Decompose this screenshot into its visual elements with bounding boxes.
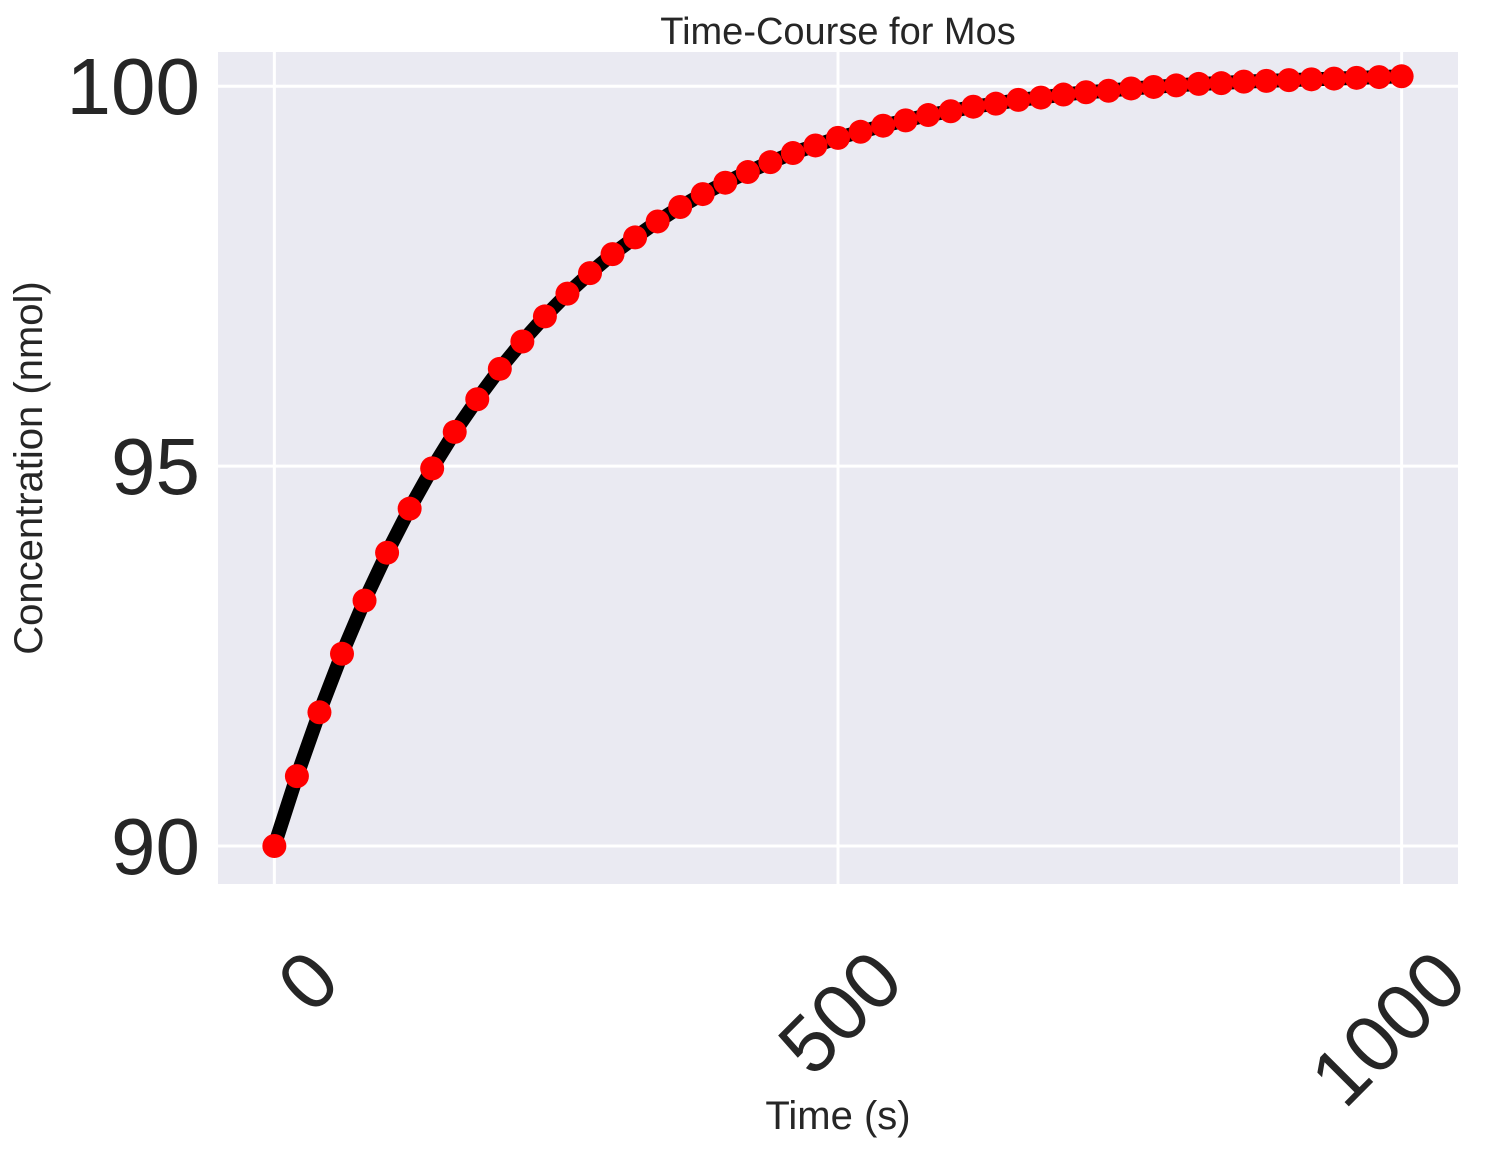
data-point: [803, 133, 828, 158]
data-point: [1096, 78, 1121, 103]
data-point: [555, 281, 580, 306]
data-point: [375, 540, 400, 565]
data-point: [826, 125, 850, 150]
data-point: [487, 356, 512, 381]
data-point: [916, 103, 941, 128]
data-point: [1164, 73, 1189, 98]
data-point: [1367, 65, 1392, 90]
data-point: [645, 209, 670, 234]
data-point: [871, 113, 896, 138]
data-point: [1231, 69, 1256, 94]
data-point: [1299, 67, 1324, 92]
data-point: [510, 329, 535, 354]
data-point: [1141, 74, 1166, 99]
data-point: [442, 419, 467, 444]
chart-title: Time-Course for Mos: [660, 11, 1015, 53]
data-point: [1119, 76, 1144, 101]
data-point: [780, 141, 805, 166]
data-point: [1074, 80, 1098, 105]
data-point: [600, 242, 625, 267]
y-axis-label: Concentration (nmol): [7, 281, 51, 655]
data-point: [1389, 64, 1414, 89]
x-axis-label: Time (s): [765, 1094, 910, 1138]
data-point: [1051, 82, 1076, 107]
y-tick-layer: 90 95 100: [67, 42, 200, 891]
y-tick-label: 95: [111, 422, 200, 511]
data-point: [713, 170, 738, 195]
data-point: [1276, 68, 1301, 93]
data-point: [1254, 68, 1279, 93]
data-point: [465, 387, 490, 412]
data-point: [961, 94, 986, 119]
data-point: [1028, 85, 1053, 110]
x-tick-label: 500: [761, 934, 918, 1091]
data-point: [1209, 71, 1234, 96]
data-point: [397, 496, 422, 521]
data-point: [1322, 66, 1346, 91]
data-point: [983, 91, 1008, 116]
data-point: [420, 456, 445, 481]
data-point: [758, 150, 783, 175]
data-point: [1006, 87, 1031, 112]
data-point: [307, 700, 332, 725]
data-point: [1186, 71, 1211, 96]
marker-layer: [262, 64, 1414, 859]
data-point: [532, 304, 557, 329]
data-point: [330, 641, 354, 666]
data-point: [284, 764, 309, 789]
y-tick-label: 90: [111, 802, 200, 891]
x-tick-label: 0: [261, 934, 355, 1028]
data-point: [578, 261, 602, 286]
data-point: [1344, 65, 1369, 90]
data-point: [262, 834, 287, 859]
x-tick-label: 1000: [1294, 934, 1483, 1123]
data-point: [893, 108, 918, 133]
data-point: [690, 182, 715, 207]
data-point: [938, 99, 963, 124]
data-point: [735, 160, 760, 185]
data-point: [623, 225, 648, 250]
y-tick-label: 100: [67, 42, 200, 131]
data-point: [352, 588, 377, 613]
data-point: [848, 119, 873, 144]
data-point: [668, 195, 693, 219]
